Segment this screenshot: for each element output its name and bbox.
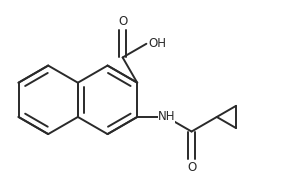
Text: OH: OH (148, 37, 166, 50)
Text: O: O (118, 15, 127, 28)
Text: O: O (187, 161, 196, 174)
Text: NH: NH (158, 110, 175, 123)
